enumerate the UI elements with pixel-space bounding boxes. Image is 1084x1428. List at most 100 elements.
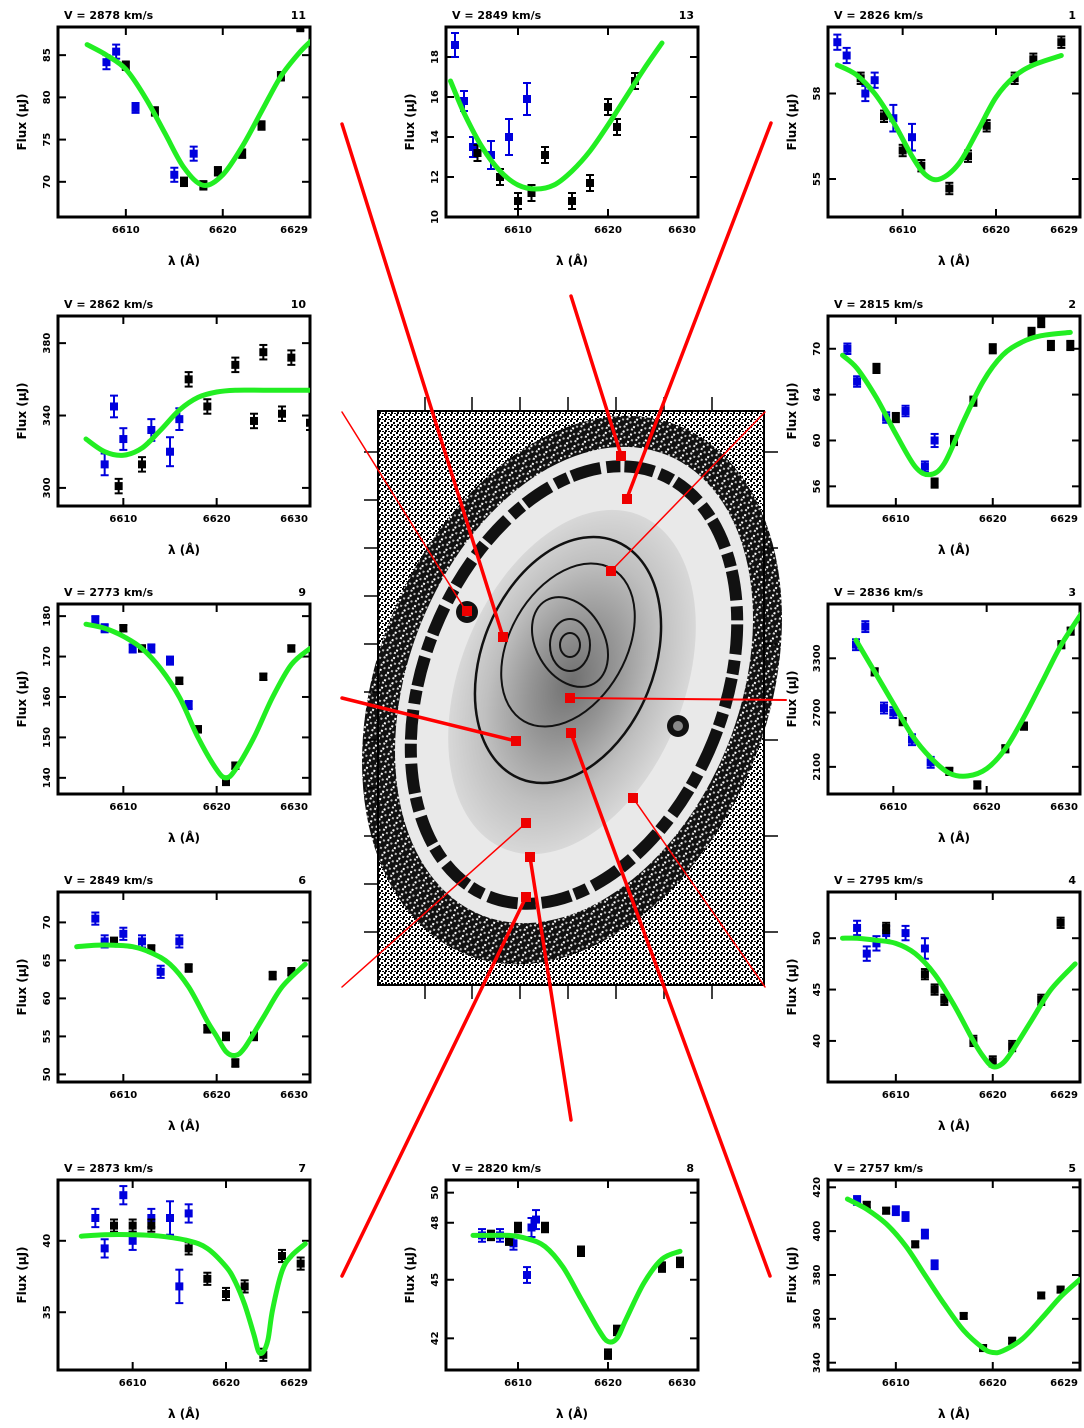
data-point (833, 33, 842, 51)
y-tick-label: 160 (42, 687, 53, 708)
fit-curve (448, 40, 665, 192)
x-tick-label: 6629 (280, 1378, 308, 1389)
data-point (119, 427, 128, 451)
y-axis-label: Flux (μJ) (785, 1246, 799, 1303)
data-point (203, 398, 212, 415)
panel-title: V = 2849 km/s (452, 9, 542, 22)
panel-number: 7 (298, 1162, 306, 1175)
data-point (853, 375, 862, 388)
x-tick-label: 6620 (982, 225, 1010, 236)
data-point (882, 1206, 891, 1215)
pointer-line (528, 855, 573, 1122)
y-tick-label: 50 (42, 1067, 53, 1081)
fit-curve (84, 38, 310, 188)
x-axis-label: λ (Å) (938, 830, 970, 845)
y-axis-label: Flux (μJ) (15, 382, 29, 439)
y-tick-label: 170 (42, 646, 53, 667)
data-point (1037, 316, 1046, 329)
fit-curve (78, 1232, 308, 1357)
x-axis-label: λ (Å) (938, 1406, 970, 1421)
x-axis-label: λ (Å) (938, 253, 970, 268)
data-point (287, 349, 296, 366)
data-point (189, 145, 198, 162)
data-point (166, 655, 174, 666)
x-tick-label: 6610 (112, 225, 140, 236)
x-tick-label: 6620 (594, 225, 622, 236)
data-point (175, 676, 184, 686)
fit-curve (74, 942, 308, 1059)
data-point (880, 701, 888, 715)
plot-frame (444, 25, 700, 219)
data-point (222, 1286, 230, 1302)
x-tick-label: 6620 (973, 802, 1001, 813)
pointer-line (625, 121, 773, 500)
data-point (604, 1348, 612, 1360)
y-tick-label: 40 (812, 1034, 823, 1048)
data-point (514, 192, 522, 210)
panel-title: V = 2815 km/s (834, 298, 924, 311)
y-axis-label: Flux (μJ) (785, 382, 799, 439)
position-markers (462, 451, 638, 902)
x-tick-label: 6620 (212, 1378, 240, 1389)
y-tick-label: 10 (430, 210, 441, 224)
data-point (861, 620, 870, 634)
fit-curve (834, 53, 1064, 183)
pointer-line (570, 697, 787, 701)
y-tick-label: 45 (812, 983, 823, 997)
pointer-line (340, 122, 505, 639)
data-point (278, 405, 286, 422)
data-point (306, 414, 310, 431)
y-tick-label: 140 (42, 767, 53, 788)
data-point (870, 71, 879, 89)
data-point (541, 1221, 549, 1234)
x-tick-label: 6620 (203, 802, 231, 813)
data-point (166, 436, 174, 468)
data-point (676, 1256, 684, 1269)
pointer-line (341, 822, 527, 988)
y-tick-label: 48 (430, 1216, 441, 1230)
x-tick-label: 6610 (119, 1378, 147, 1389)
data-point (278, 1248, 286, 1264)
y-axis-label: Flux (μJ) (15, 1246, 29, 1303)
x-tick-label: 6629 (280, 225, 308, 236)
y-axis-label: Flux (μJ) (785, 958, 799, 1015)
y-axis-label: Flux (μJ) (403, 1246, 417, 1303)
y-tick-label: 420 (812, 1177, 823, 1198)
data-point (222, 1031, 230, 1042)
data-point (853, 919, 862, 937)
data-point (568, 192, 576, 210)
x-tick-label: 6620 (979, 1378, 1007, 1389)
fit-curve (844, 1196, 1080, 1356)
plot-frame (826, 602, 1082, 796)
data-point (128, 1218, 137, 1233)
data-point (901, 1211, 910, 1222)
data-point (882, 921, 891, 935)
position-marker (525, 852, 535, 862)
data-point (180, 176, 188, 188)
spectrum-panel-6: V = 2849 km/s 6 6610 6620 6630 50 55 60 65 70 λ (Å… (15, 874, 312, 1133)
x-tick-label: 6630 (280, 1090, 308, 1101)
x-tick-label: 6629 (1050, 225, 1078, 236)
data-point (901, 924, 910, 942)
fit-curve (83, 621, 310, 781)
data-point (532, 1209, 540, 1231)
data-point (920, 1228, 929, 1240)
x-tick-label: 6610 (882, 514, 910, 525)
x-tick-label: 6610 (882, 1090, 910, 1101)
y-axis-label: Flux (μJ) (785, 670, 799, 727)
position-marker (606, 566, 616, 576)
panel-title: V = 2849 km/s (64, 874, 154, 887)
data-point (184, 371, 193, 388)
data-point (110, 394, 118, 419)
data-point (184, 963, 193, 973)
spectrum-panel-5: V = 2757 km/s 5 6610 6620 6629 340 360 380 400 42… (785, 1162, 1082, 1421)
data-point (268, 970, 277, 981)
data-point (586, 174, 594, 192)
fit-curve (83, 387, 310, 458)
spectrum-panel-4: V = 2795 km/s 4 6610 6620 6629 40 45 50 λ (Å) Flu… (785, 874, 1082, 1133)
data-point (296, 27, 305, 33)
y-tick-label: 45 (430, 1273, 441, 1287)
plot-frame (56, 890, 312, 1084)
plot-frame (444, 1178, 700, 1372)
